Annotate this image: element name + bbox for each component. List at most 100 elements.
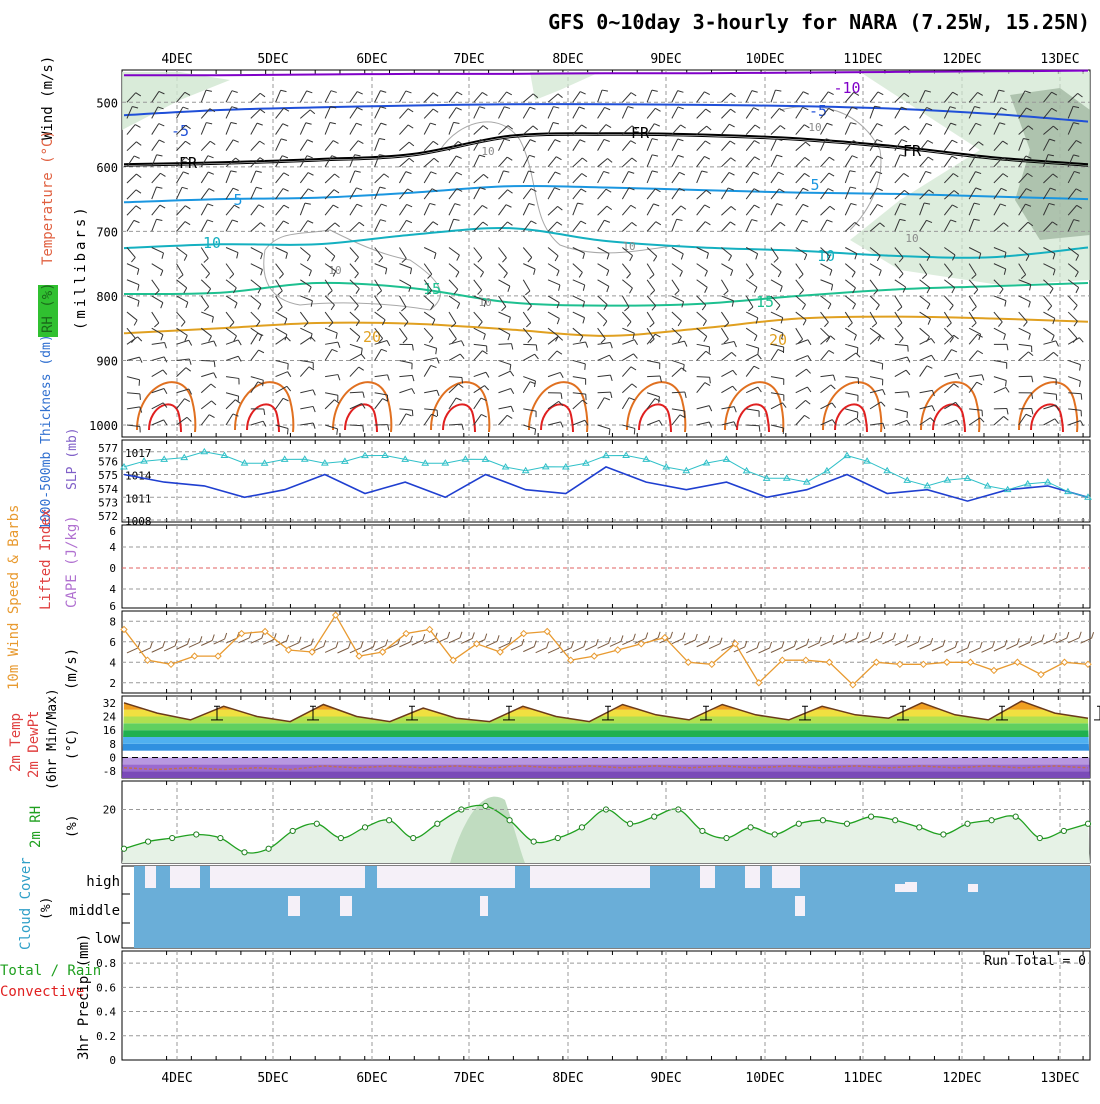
wind10-marker [615,647,621,653]
wind-barb-flag [238,356,241,361]
wind-barb [672,296,684,302]
wind10-barb [585,645,596,650]
rh2m-marker [290,828,295,833]
wind-barb [697,109,706,118]
wind-barb [697,92,705,102]
ylabel-precip: 3hr Precip (mm) [76,934,92,1060]
wind-barb [697,156,705,166]
wind-barb-flag [355,257,359,262]
wind-barb [152,343,165,345]
wind-barb [226,356,238,360]
wind10-barb [994,646,1005,651]
slp-tick-label: 1008 [125,515,152,528]
wind-barb-flag [628,107,634,109]
wind-barb-flag [406,414,412,416]
wind-barb [350,222,359,231]
wind-barb [622,312,631,322]
wind10-barb-flag [980,642,982,648]
wind10-barb-flag [138,642,140,648]
wind-barb [276,264,284,274]
contour-label: 10 [817,247,835,265]
wind-barb-flag [456,172,461,175]
wind-barb [796,107,803,118]
wind-barb [598,312,607,321]
wind10-barb-flag [212,635,214,641]
wind-barb [721,141,730,151]
cloud-clear-high [772,866,800,888]
wind-barb-flag [831,385,835,389]
wind-barb [1043,312,1054,318]
rh-shading [530,72,600,100]
wind-barb [994,416,1004,425]
wind-barb-flag [503,171,509,172]
wind-barb-flag [906,370,910,375]
wind-barb [573,400,583,409]
wind10-barb-flag [856,632,858,638]
wind-barb [251,171,256,183]
wind-barb [474,312,483,322]
wind-barb [399,389,411,393]
wind-barb [201,312,213,317]
wind-barb [548,248,558,256]
wind-barb-flag [380,187,386,188]
wind-barb-flag [631,205,636,208]
wind-barb [598,264,609,271]
wind-barb-flag [804,415,809,418]
wind-barb [226,171,231,183]
wind-barb-flag [705,141,710,144]
wind-barb [796,92,804,103]
wind-barb [498,171,503,183]
wind-barb [201,189,209,199]
wind-barb [845,344,858,347]
wind-barb [548,188,554,199]
wind-barb-flag [183,107,189,109]
wind-barb-flag [777,155,783,157]
wind-barb [870,172,876,183]
wind10-barb-flag [1092,632,1094,638]
wind-barb [573,158,583,167]
wind-barb [300,296,312,301]
date-label-bottom: 9DEC [650,1071,681,1086]
wind-barb [746,157,754,167]
ylabel-wind10-unit: (m/s) [64,648,80,690]
wind-barb [152,248,164,253]
wind-barb [796,400,806,409]
wind-barb-flag [583,253,585,259]
wind-barb [325,280,332,291]
wind-barb [152,296,163,303]
pressure-tick-label: 900 [96,354,118,368]
wind-barb [1068,312,1077,321]
wind-barb-flag [851,203,857,205]
wind-barb-flag [555,140,561,142]
wind-barb [771,222,780,231]
wind-barb-flag [830,270,832,276]
wind10-barb [127,648,138,653]
wind-barb [300,173,308,183]
wind-barb [325,400,334,409]
wind-tick-label: 6 [109,636,116,649]
wind-barb [424,141,433,150]
wind-barb [251,264,263,270]
wind-barb-flag [857,412,858,418]
wind-barb-flag [136,206,141,209]
wind-barb [870,204,877,215]
wind-barb [399,375,412,376]
wind-barb-flag [308,189,313,192]
wind-barb-flag [583,318,585,324]
wind-barb [598,398,605,409]
wind-barb [127,407,140,409]
wind-barb [375,139,380,151]
wind-barb [548,372,560,376]
wind-barb [176,280,186,288]
temp-band [122,723,1090,730]
wind-barb [152,155,157,167]
wind-barb [598,139,604,150]
wind-barb [548,172,555,183]
wind-barb [944,296,953,305]
wind-barb [845,280,855,288]
wind-barb-flag [705,287,708,292]
wind-barb-flag [508,334,510,340]
